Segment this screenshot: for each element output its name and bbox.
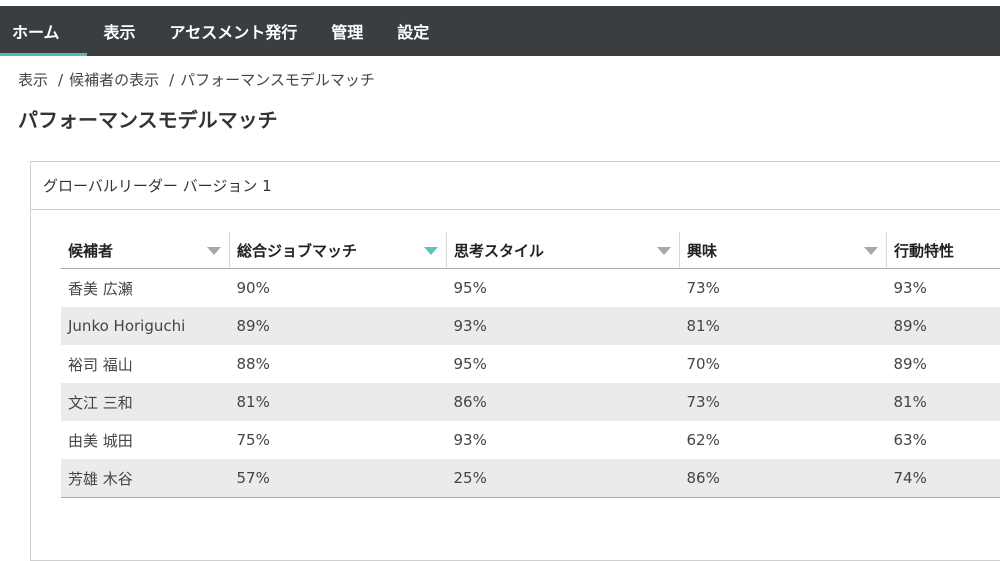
results-panel: グローバルリーダー バージョン 1 候補者 総合ジョブマッチ 思考スタイル 興味… <box>30 161 1000 561</box>
overall-job-match-value: 89% <box>230 307 447 345</box>
nav-item-view[interactable]: 表示 <box>87 6 153 56</box>
breadcrumb-current: パフォーマンスモデルマッチ <box>180 71 375 89</box>
column-header-label: 候補者 <box>68 242 113 260</box>
column-header-label: 行動特性 <box>894 242 954 260</box>
overall-job-match-value: 75% <box>230 421 447 459</box>
behavioral-traits-value: 63% <box>887 421 1000 459</box>
thinking-style-value: 95% <box>447 345 680 383</box>
candidate-name[interactable]: 裕司 福山 <box>61 345 230 383</box>
interests-value: 62% <box>680 421 887 459</box>
column-header-overall-job-match[interactable]: 総合ジョブマッチ <box>230 232 447 269</box>
candidate-name[interactable]: 由美 城田 <box>61 421 230 459</box>
table-row[interactable]: Junko Horiguchi 89% 93% 81% 89% <box>61 307 1000 345</box>
behavioral-traits-value: 93% <box>887 269 1000 308</box>
column-header-candidate[interactable]: 候補者 <box>61 232 230 269</box>
sort-arrow-icon[interactable] <box>207 247 221 255</box>
interests-value: 81% <box>680 307 887 345</box>
table-row[interactable]: 文江 三和 81% 86% 73% 81% <box>61 383 1000 421</box>
table-row[interactable]: 芳雄 木谷 57% 25% 86% 74% <box>61 459 1000 498</box>
sort-arrow-icon[interactable] <box>864 247 878 255</box>
behavioral-traits-value: 89% <box>887 345 1000 383</box>
overall-job-match-value: 81% <box>230 383 447 421</box>
breadcrumb: 表示 / 候補者の表示 / パフォーマンスモデルマッチ <box>18 69 375 90</box>
main-nav: ホーム 表示 アセスメント発行 管理 設定 <box>0 6 1000 56</box>
nav-item-home[interactable]: ホーム <box>0 6 87 56</box>
interests-value: 73% <box>680 269 887 308</box>
overall-job-match-value: 88% <box>230 345 447 383</box>
sort-arrow-icon[interactable] <box>657 247 671 255</box>
column-header-behavioral-traits[interactable]: 行動特性 <box>887 232 1000 269</box>
candidate-name[interactable]: 芳雄 木谷 <box>61 459 230 498</box>
table-header-row: 候補者 総合ジョブマッチ 思考スタイル 興味 行動特性 <box>61 232 1000 269</box>
overall-job-match-value: 57% <box>230 459 447 498</box>
behavioral-traits-value: 74% <box>887 459 1000 498</box>
candidate-name[interactable]: 香美 広瀬 <box>61 269 230 308</box>
thinking-style-value: 95% <box>447 269 680 308</box>
behavioral-traits-value: 89% <box>887 307 1000 345</box>
thinking-style-value: 25% <box>447 459 680 498</box>
table-row[interactable]: 香美 広瀬 90% 95% 73% 93% <box>61 269 1000 308</box>
column-header-label: 総合ジョブマッチ <box>237 242 357 260</box>
column-header-label: 思考スタイル <box>454 242 544 260</box>
column-header-interests[interactable]: 興味 <box>680 232 887 269</box>
match-table: 候補者 総合ジョブマッチ 思考スタイル 興味 行動特性 香美 広瀬 90% 95… <box>61 232 1000 498</box>
thinking-style-value: 93% <box>447 307 680 345</box>
breadcrumb-separator: / <box>58 71 63 89</box>
breadcrumb-view[interactable]: 表示 <box>18 71 48 89</box>
nav-item-issue-assessment[interactable]: アセスメント発行 <box>153 6 315 56</box>
thinking-style-value: 86% <box>447 383 680 421</box>
behavioral-traits-value: 81% <box>887 383 1000 421</box>
candidate-name[interactable]: 文江 三和 <box>61 383 230 421</box>
overall-job-match-value: 90% <box>230 269 447 308</box>
page-title: パフォーマンスモデルマッチ <box>18 104 278 133</box>
candidate-name[interactable]: Junko Horiguchi <box>61 307 230 345</box>
breadcrumb-view-candidates[interactable]: 候補者の表示 <box>69 71 159 89</box>
nav-item-settings[interactable]: 設定 <box>380 6 446 56</box>
thinking-style-value: 93% <box>447 421 680 459</box>
column-header-thinking-style[interactable]: 思考スタイル <box>447 232 680 269</box>
interests-value: 70% <box>680 345 887 383</box>
column-header-label: 興味 <box>687 242 717 260</box>
top-navigation-bar: ホーム 表示 アセスメント発行 管理 設定 <box>0 6 1000 56</box>
interests-value: 86% <box>680 459 887 498</box>
sort-arrow-icon[interactable] <box>424 247 438 255</box>
breadcrumb-separator: / <box>169 71 174 89</box>
table-row[interactable]: 裕司 福山 88% 95% 70% 89% <box>61 345 1000 383</box>
panel-title: グローバルリーダー バージョン 1 <box>31 162 1000 210</box>
interests-value: 73% <box>680 383 887 421</box>
table-row[interactable]: 由美 城田 75% 93% 62% 63% <box>61 421 1000 459</box>
nav-item-admin[interactable]: 管理 <box>314 6 380 56</box>
